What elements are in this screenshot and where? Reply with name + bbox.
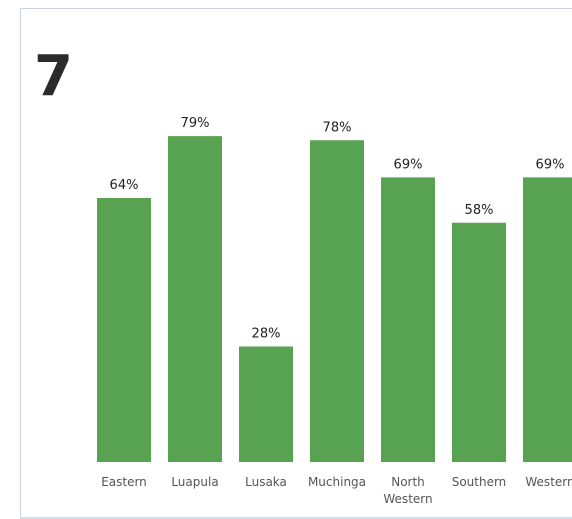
bar-lusaka [239,346,293,462]
category-label-line: Lusaka [245,475,287,489]
category-labels-group: Eastern Luapula Lusaka Muchinga North Western… [101,475,572,506]
bar-north-western [381,177,435,462]
category-label-eastern: Eastern [101,475,147,489]
category-label-western: Western [525,475,572,489]
value-label-southern: 58% [465,203,494,218]
category-label-line: Western [383,492,432,506]
category-label-line: North [391,475,425,489]
category-label-line: Muchinga [308,475,366,489]
value-label-lusaka: 28% [252,327,281,342]
bar-western [523,177,572,462]
panel-number: 7 [34,44,73,109]
value-label-eastern: 64% [110,178,139,193]
category-label-muchinga: Muchinga [308,475,366,489]
value-labels-group: 64% 79% 28% 78% 69% 58% 69% [110,116,565,341]
bars-group [97,136,572,462]
value-label-muchinga: 78% [323,120,352,135]
category-label-line: Luapula [171,475,218,489]
bar-luapula [168,136,222,462]
category-label-southern: Southern [452,475,507,489]
category-label-line: Western [525,475,572,489]
value-label-north-western: 69% [394,157,423,172]
value-label-western: 69% [536,157,565,172]
bar-southern [452,222,506,462]
category-label-lusaka: Lusaka [245,475,287,489]
category-label-north-western: North Western [383,475,432,506]
category-label-line: Southern [452,475,507,489]
category-label-luapula: Luapula [171,475,218,489]
bar-muchinga [310,140,364,462]
category-label-line: Eastern [101,475,147,489]
value-label-luapula: 79% [181,116,210,131]
bar-eastern [97,198,151,462]
